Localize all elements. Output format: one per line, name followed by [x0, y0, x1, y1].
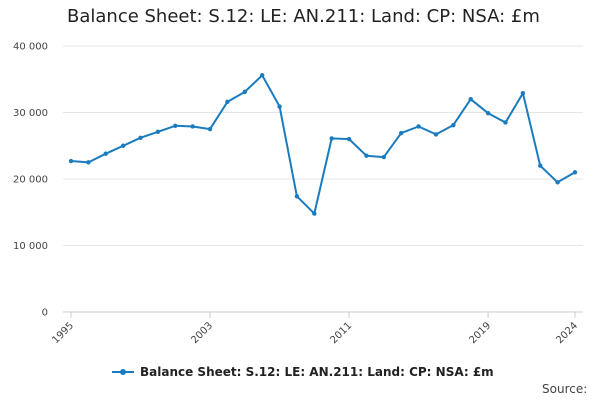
- x-tick-label: 1995: [50, 320, 76, 346]
- data-point[interactable]: [468, 97, 473, 102]
- data-point[interactable]: [538, 163, 543, 168]
- data-point[interactable]: [433, 132, 439, 137]
- data-point[interactable]: [346, 136, 352, 142]
- data-point[interactable]: [68, 158, 74, 164]
- data-point[interactable]: [120, 143, 126, 148]
- y-tick-label: 40 000: [13, 42, 48, 53]
- data-point[interactable]: [294, 194, 300, 199]
- series-line: [70, 74, 576, 215]
- data-point[interactable]: [207, 126, 213, 132]
- data-point[interactable]: [520, 91, 526, 96]
- data-point[interactable]: [225, 99, 230, 105]
- series-points: [68, 73, 578, 216]
- data-point[interactable]: [155, 129, 161, 134]
- data-point[interactable]: [399, 130, 404, 136]
- legend-label: Balance Sheet: S.12: LE: AN.211: Land: C…: [140, 365, 494, 379]
- data-point[interactable]: [103, 151, 108, 156]
- data-point[interactable]: [329, 136, 334, 141]
- data-point[interactable]: [364, 153, 369, 158]
- chart-title: Balance Sheet: S.12: LE: AN.211: Land: C…: [67, 6, 540, 27]
- data-point[interactable]: [451, 122, 456, 128]
- data-point[interactable]: [138, 135, 143, 140]
- x-tick-label: 2019: [467, 320, 493, 346]
- data-point[interactable]: [277, 104, 282, 109]
- legend[interactable]: Balance Sheet: S.12: LE: AN.211: Land: C…: [112, 365, 494, 379]
- data-point[interactable]: [312, 211, 317, 216]
- y-tick-label: 10 000: [13, 241, 48, 252]
- data-point[interactable]: [381, 154, 387, 160]
- data-point[interactable]: [555, 180, 560, 185]
- data-point[interactable]: [173, 123, 178, 128]
- source-label: Source:: [542, 382, 588, 396]
- y-tick-label: 0: [42, 308, 48, 319]
- x-tick-label: 2003: [189, 320, 215, 346]
- y-tick-label: 20 000: [13, 175, 48, 186]
- data-point[interactable]: [190, 124, 195, 129]
- legend-swatch: [112, 367, 134, 377]
- data-point[interactable]: [416, 124, 421, 129]
- y-tick-label: 30 000: [13, 108, 48, 119]
- data-point[interactable]: [242, 89, 247, 95]
- x-tick-label: 2011: [328, 320, 354, 346]
- data-point[interactable]: [259, 73, 265, 78]
- data-point[interactable]: [572, 170, 578, 175]
- x-axis-ticks: 1995 2003 2011 2019 2024: [50, 312, 580, 346]
- data-point[interactable]: [503, 120, 508, 125]
- data-point[interactable]: [485, 110, 491, 116]
- x-tick-label: 2024: [554, 320, 580, 346]
- y-axis-ticks: 0 10 000 20 000 30 000 40 000: [13, 42, 48, 319]
- data-point[interactable]: [86, 160, 91, 165]
